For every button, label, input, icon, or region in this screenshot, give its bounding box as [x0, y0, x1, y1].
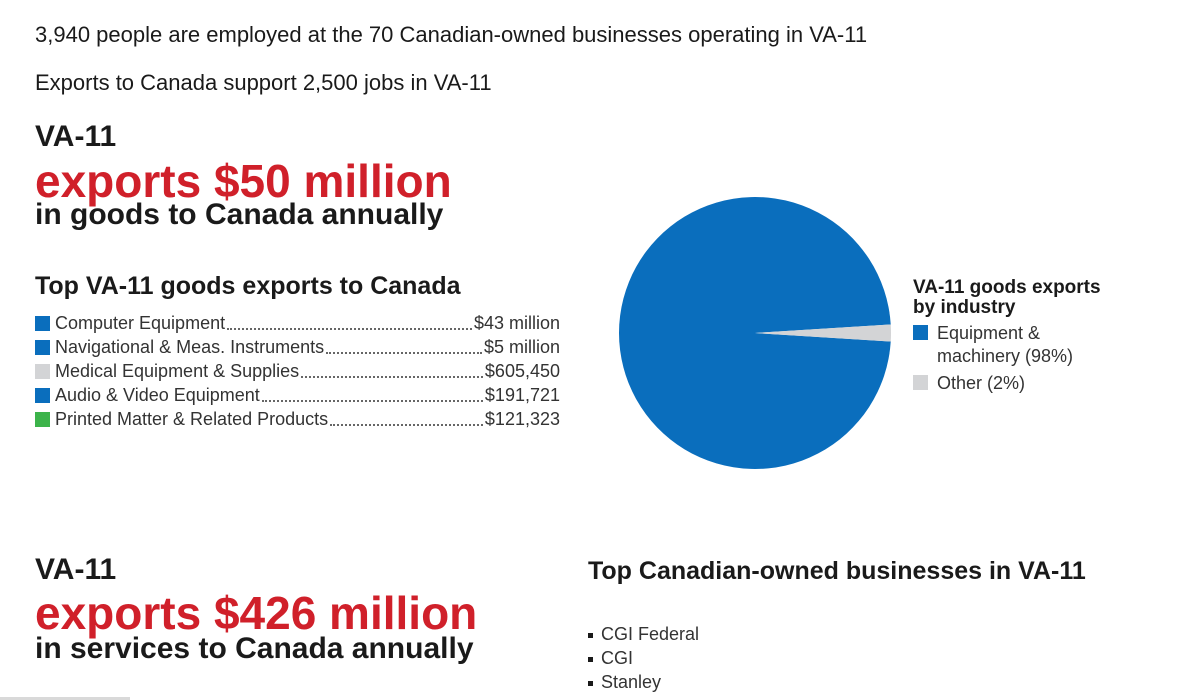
business-name: CGI Federal: [601, 624, 700, 644]
business-name: CGI: [601, 648, 634, 668]
goods-item: Navigational & Meas. Instruments $5 mill…: [35, 335, 560, 359]
goods-item-value: $121,323: [484, 408, 560, 429]
goods-region-label: VA-11: [35, 120, 117, 153]
top-businesses-title: Top Canadian-owned businesses in VA-11: [588, 557, 1086, 585]
goods-item-name: Medical Equipment & Supplies: [55, 360, 300, 381]
goods-exports-pie-chart: [619, 196, 891, 469]
services-exports-headline: exports $426 million: [35, 587, 478, 639]
goods-item-value: $191,721: [484, 384, 560, 405]
goods-swatch: [35, 363, 50, 379]
pie-slice-other: [755, 324, 891, 342]
goods-swatch: [35, 387, 50, 403]
bottom-divider: [0, 697, 130, 700]
dot-leader: [301, 376, 483, 378]
legend-label: Other (2%): [937, 373, 1026, 393]
goods-item-name: Computer Equipment: [55, 312, 226, 333]
dot-leader: [227, 328, 472, 330]
goods-swatch: [35, 411, 50, 427]
bullet-icon: [588, 656, 593, 662]
business-item: Stanley: [588, 672, 699, 696]
pie-legend-title: VA-11 goods exports by industry: [913, 277, 1101, 318]
jobs-stat: Exports to Canada support 2,500 jobs in …: [35, 70, 492, 95]
goods-item-value: $605,450: [484, 360, 560, 381]
legend-swatch: [913, 375, 928, 390]
goods-item-name: Navigational & Meas. Instruments: [55, 336, 325, 357]
pie-legend: VA-11 goods exports by industry Equipmen…: [913, 278, 1123, 395]
legend-swatch: [913, 325, 928, 340]
employment-stat: 3,940 people are employed at the 70 Cana…: [35, 22, 868, 47]
goods-swatch: [35, 339, 50, 355]
top-goods-title: Top VA-11 goods exports to Canada: [35, 272, 461, 300]
business-item: CGI: [588, 648, 699, 672]
goods-item: Medical Equipment & Supplies $605,450: [35, 359, 560, 383]
pie-slice-equipment-machinery: [619, 196, 891, 469]
bullet-icon: [588, 680, 593, 686]
services-exports-subline: in services to Canada annually: [35, 632, 474, 665]
dot-leader: [261, 400, 483, 402]
goods-item-name: Printed Matter & Related Products: [55, 408, 329, 429]
goods-item: Printed Matter & Related Products $121,3…: [35, 407, 560, 431]
goods-exports-headline: exports $50 million: [35, 155, 452, 207]
legend-label: Equipment & machinery (98%): [937, 323, 1074, 366]
goods-item-name: Audio & Video Equipment: [55, 384, 260, 405]
business-name: Stanley: [601, 672, 662, 692]
goods-exports-subline: in goods to Canada annually: [35, 198, 444, 231]
top-goods-list: Computer Equipment $43 million Navigatio…: [35, 311, 560, 431]
dot-leader: [326, 352, 482, 354]
goods-item-value: $5 million: [483, 336, 560, 357]
top-businesses-list: CGI Federal CGI Stanley: [588, 624, 699, 696]
goods-item-value: $43 million: [473, 312, 560, 333]
business-item: CGI Federal: [588, 624, 699, 648]
goods-item: Computer Equipment $43 million: [35, 311, 560, 335]
goods-swatch: [35, 315, 50, 331]
bullet-icon: [588, 632, 593, 638]
legend-item-equipment: Equipment & machinery (98%): [913, 322, 1123, 368]
goods-item: Audio & Video Equipment $191,721: [35, 383, 560, 407]
services-region-label: VA-11: [35, 553, 117, 586]
dot-leader: [330, 424, 483, 426]
legend-item-other: Other (2%): [913, 372, 1123, 395]
